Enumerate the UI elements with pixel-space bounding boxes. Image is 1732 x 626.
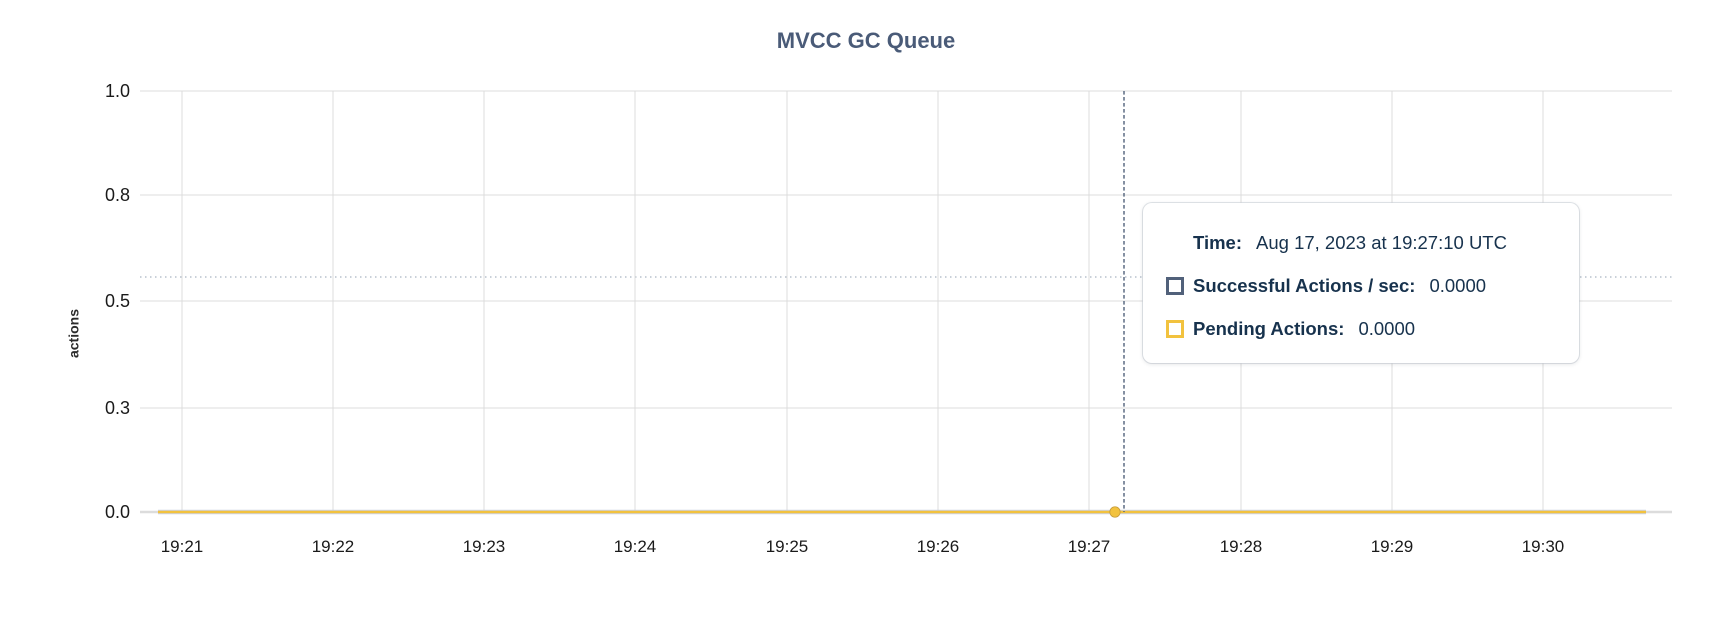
svg-text:19:22: 19:22 [312,537,355,556]
svg-text:19:24: 19:24 [614,537,657,556]
svg-text:19:26: 19:26 [917,537,960,556]
svg-text:19:28: 19:28 [1220,537,1263,556]
svg-text:0.8: 0.8 [105,185,130,205]
svg-text:19:25: 19:25 [766,537,809,556]
svg-text:19:23: 19:23 [463,537,506,556]
svg-text:19:21: 19:21 [161,537,204,556]
svg-text:0.0: 0.0 [105,502,130,522]
svg-text:0.5: 0.5 [105,291,130,311]
svg-text:0.3: 0.3 [105,398,130,418]
svg-text:19:27: 19:27 [1068,537,1111,556]
svg-text:1.0: 1.0 [105,81,130,101]
svg-text:19:30: 19:30 [1522,537,1565,556]
svg-text:19:29: 19:29 [1371,537,1414,556]
